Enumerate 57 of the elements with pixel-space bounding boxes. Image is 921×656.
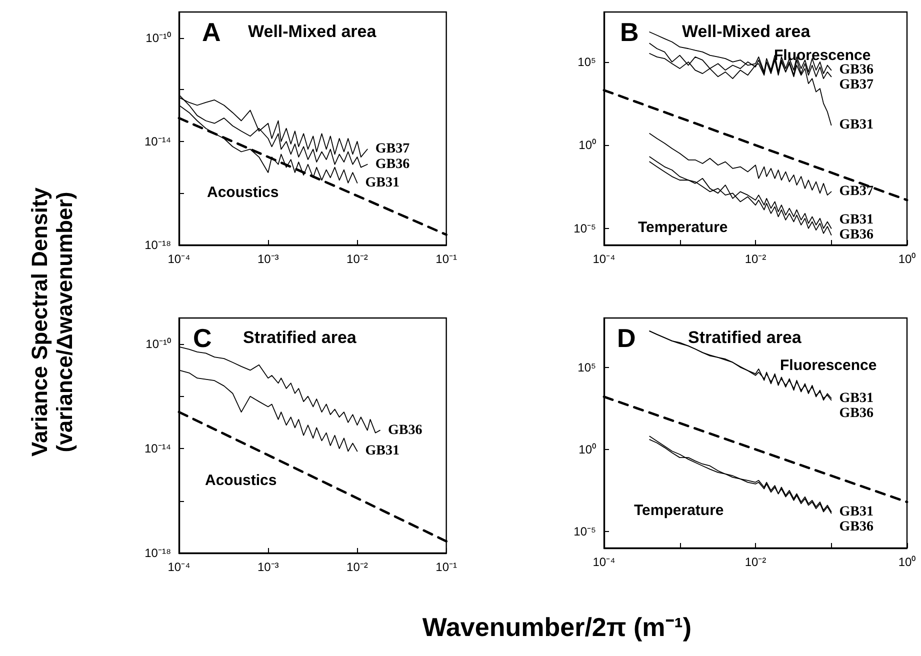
- y-axis-title: Variance Spectral Density (variance/Δwavenumber): [27, 186, 77, 459]
- series-label: GB36: [839, 406, 874, 421]
- y-tick-label: 10⁻¹⁴: [144, 134, 171, 148]
- series-label: GB31: [365, 444, 400, 459]
- y-tick-label: 10⁰: [578, 138, 596, 152]
- annotation: Temperature: [638, 219, 728, 236]
- series-label: GB31: [839, 504, 874, 520]
- y-tick-label: 10⁻⁵: [574, 221, 596, 236]
- y-tick-label: 10⁻¹⁰: [146, 30, 171, 45]
- series-label: GB37: [839, 184, 874, 200]
- x-tick-label: 10⁻³: [257, 560, 279, 574]
- y-tick-label: 10⁰: [578, 442, 596, 456]
- series-label: GB31: [839, 118, 874, 133]
- series-label: GB36: [388, 422, 422, 438]
- series-label: GB37: [839, 78, 874, 93]
- x-tick-label: 10⁻²: [346, 252, 368, 266]
- annotation: Acoustics: [207, 184, 279, 201]
- x-tick-label: 10⁻²: [744, 555, 766, 569]
- x-tick-label: 10⁻⁴: [168, 252, 190, 266]
- text: Stratified area: [688, 328, 802, 347]
- x-tick-label: 10⁰: [898, 555, 916, 569]
- y-tick-label: 10⁻¹⁴: [144, 442, 171, 456]
- chart-title: D: [617, 323, 636, 353]
- y-tick-label: 10⁵: [578, 54, 596, 69]
- annotation: Acoustics: [205, 472, 277, 489]
- x-tick-label: 10⁻²: [744, 252, 766, 266]
- text: Stratified area: [243, 328, 357, 347]
- series-label: GB36: [839, 228, 874, 242]
- chart-title: C: [193, 323, 212, 353]
- annotation: Fluorescence: [774, 47, 871, 64]
- x-tick-label: 10⁻²: [346, 560, 368, 574]
- series-label: GB36: [839, 62, 874, 78]
- x-tick-label: 10⁻¹: [436, 560, 458, 574]
- x-tick-label: 10⁻⁴: [168, 560, 190, 574]
- y-tick-label: 10⁻¹⁰: [146, 337, 171, 352]
- series-label: GB37: [375, 142, 410, 157]
- y-tick-label: 10⁻¹⁸: [144, 238, 171, 252]
- x-tick-label: 10⁻⁴: [592, 252, 616, 266]
- annotation: Fluorescence: [780, 357, 877, 374]
- x-tick-label: 10⁰: [898, 252, 916, 266]
- text: Well-Mixed area: [682, 22, 811, 41]
- series-label: GB36: [839, 519, 874, 534]
- series-label: GB31: [839, 390, 874, 406]
- x-axis-title: Wavenumber/2π (m⁻¹): [421, 611, 693, 644]
- annotation: Temperature: [634, 502, 724, 519]
- x-tick-label: 10⁻³: [257, 252, 279, 266]
- chart-title: B: [620, 17, 639, 47]
- y-tick-label: 10⁻¹⁸: [144, 546, 171, 560]
- text: Well-Mixed area: [248, 22, 377, 41]
- x-tick-label: 10⁻⁴: [592, 555, 616, 569]
- x-tick-label: 10⁻¹: [436, 252, 458, 266]
- series-label: GB31: [365, 175, 400, 190]
- y-tick-label: 10⁻⁵: [574, 524, 596, 539]
- series-label: GB31: [839, 212, 874, 228]
- y-tick-label: 10⁵: [578, 360, 596, 374]
- chart-title: A: [202, 17, 221, 47]
- series-label: GB36: [375, 156, 410, 172]
